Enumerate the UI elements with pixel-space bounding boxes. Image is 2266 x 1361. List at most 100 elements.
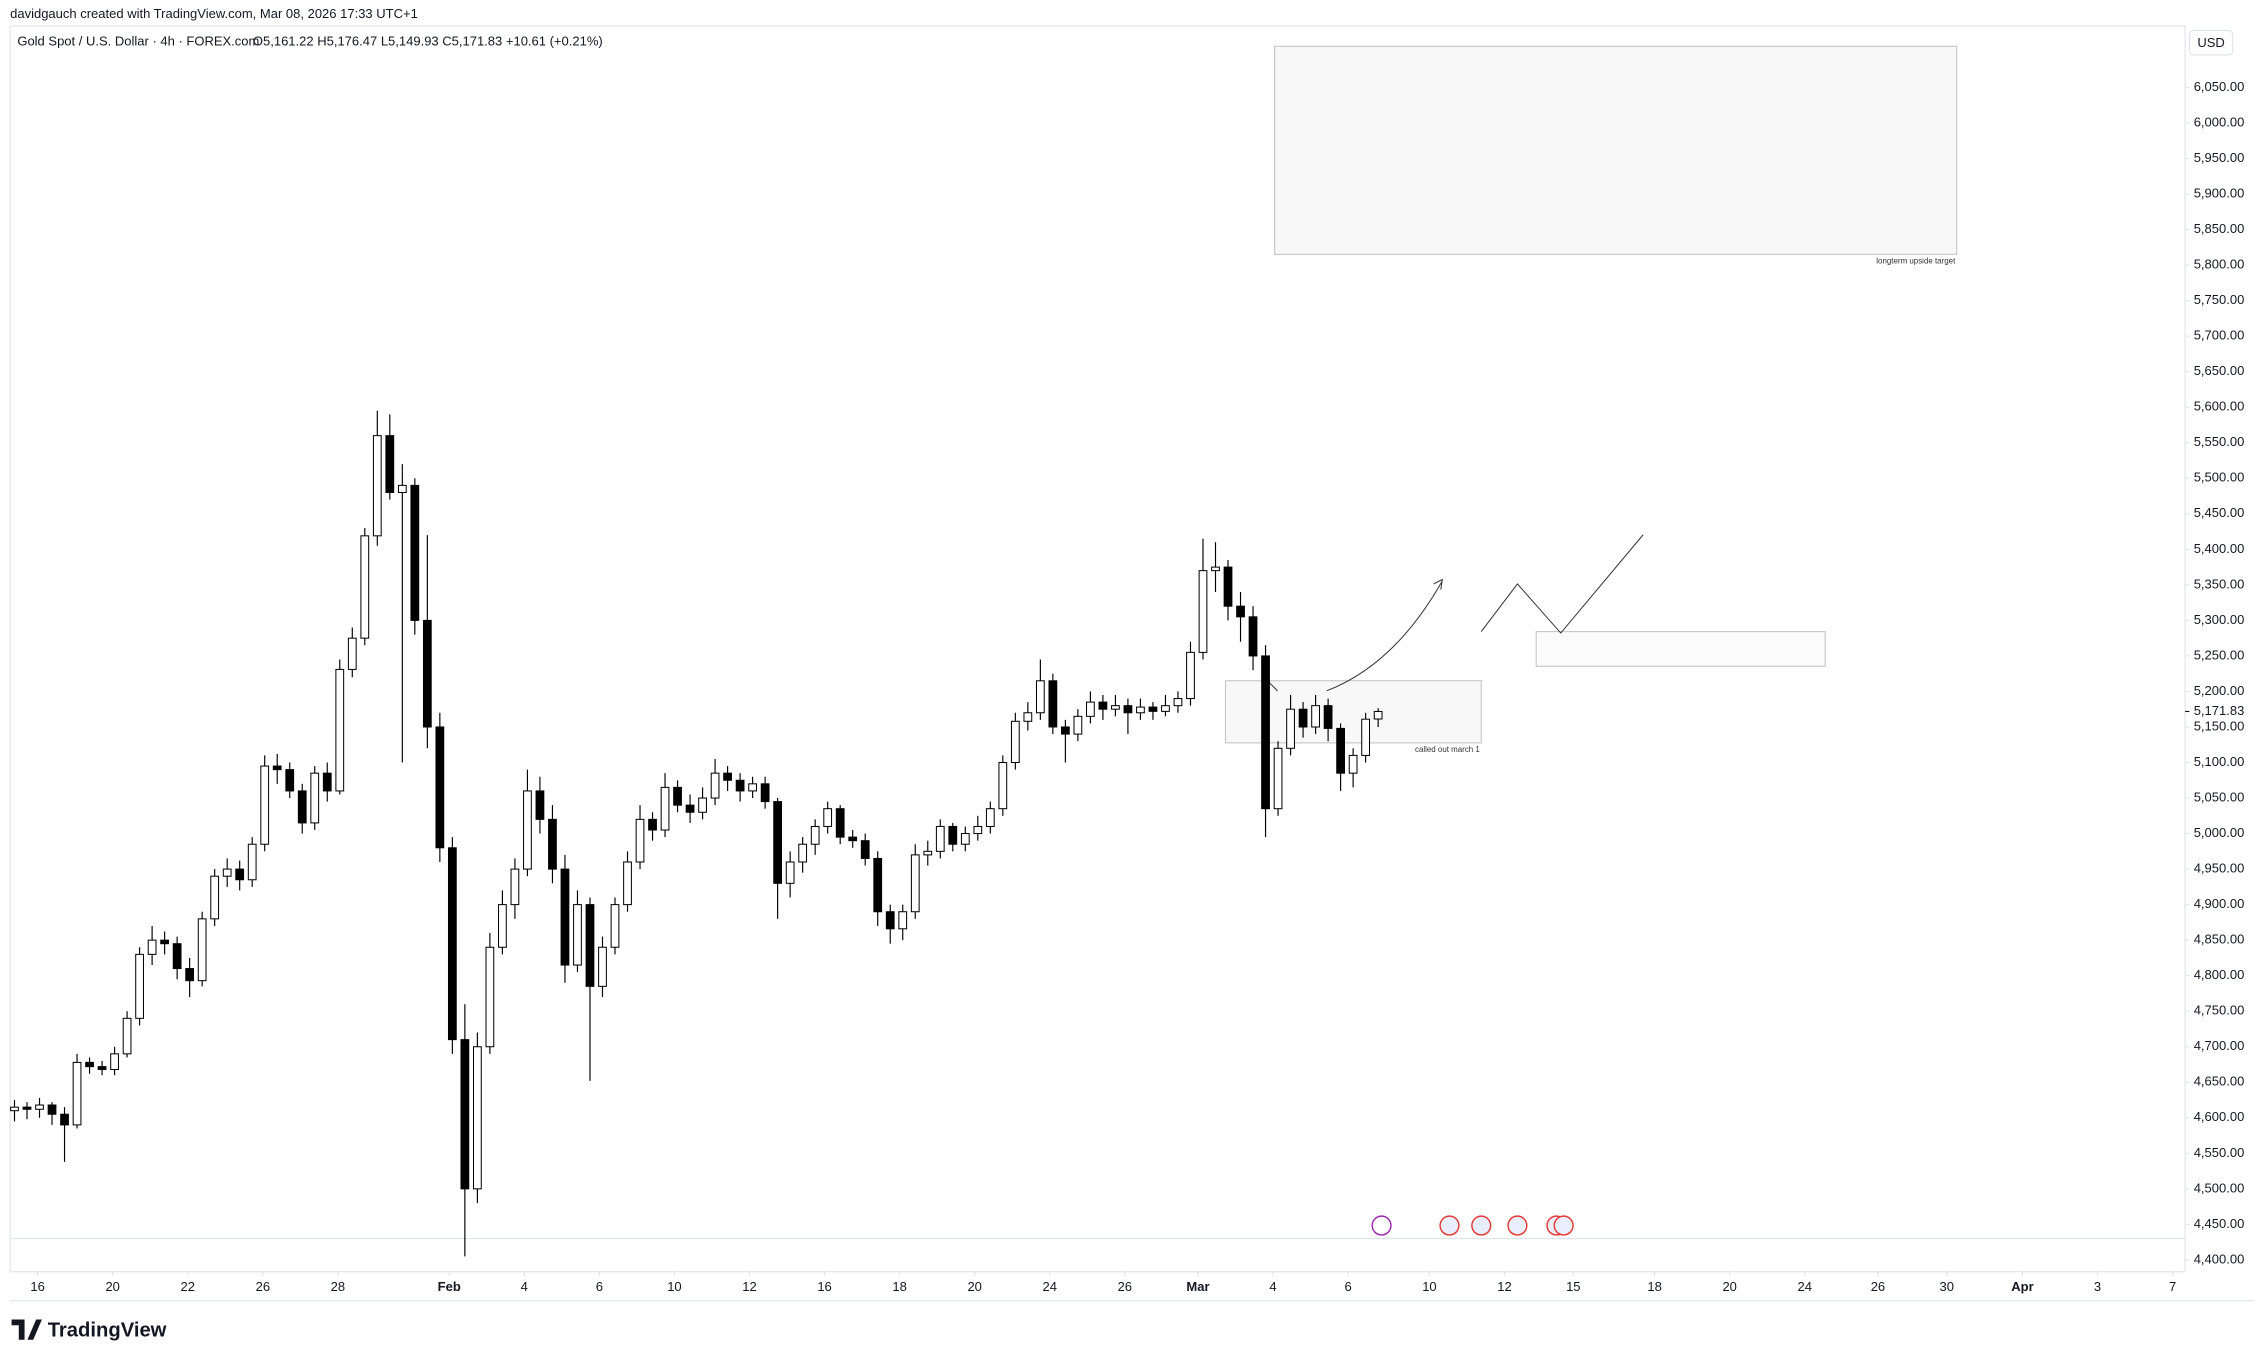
candle-body xyxy=(773,801,783,884)
candle-body xyxy=(473,1046,482,1190)
candle-body xyxy=(798,843,808,863)
event-icon[interactable] xyxy=(1371,1215,1392,1236)
candle-body xyxy=(210,875,220,920)
candle-body xyxy=(1311,705,1320,728)
target-box xyxy=(1274,45,1958,255)
candle-body xyxy=(360,535,370,639)
candle-body xyxy=(723,772,732,781)
candle-body xyxy=(1211,566,1220,572)
x-tick-label: 20 xyxy=(105,1279,119,1294)
candle-body xyxy=(1010,720,1020,764)
author-line: davidgauch created with TradingView.com,… xyxy=(10,6,418,21)
candle-body xyxy=(598,946,607,987)
candle-body xyxy=(635,818,645,863)
y-tick-label: 5,150.00 xyxy=(2194,718,2245,733)
candle-body xyxy=(22,1106,32,1110)
y-tick-label: 5,550.00 xyxy=(2194,434,2245,449)
x-tick-label: 18 xyxy=(892,1279,906,1294)
candle-body xyxy=(1073,715,1083,735)
candle-body xyxy=(760,783,770,803)
candle-body xyxy=(1035,680,1045,714)
candle-body xyxy=(422,619,432,728)
candle-body xyxy=(1248,616,1258,657)
y-tick-label: 5,300.00 xyxy=(2194,612,2245,627)
x-tick-label: 3 xyxy=(2094,1279,2101,1294)
candle-body xyxy=(372,435,382,537)
y-tick-label: 5,600.00 xyxy=(2194,399,2245,414)
x-tick-label: 10 xyxy=(1422,1279,1436,1294)
y-tick-label: 4,700.00 xyxy=(2194,1038,2245,1053)
candle-body xyxy=(97,1066,107,1070)
y-tick-label: 5,950.00 xyxy=(2194,150,2245,165)
projection-path xyxy=(1480,534,1644,634)
candle-body xyxy=(272,765,282,771)
candle-body xyxy=(1298,708,1308,728)
candle-body xyxy=(998,762,1008,810)
candle-body xyxy=(1086,701,1095,717)
candle-body xyxy=(322,772,332,792)
candle-body xyxy=(60,1113,69,1126)
annotation: called out march 1 xyxy=(1415,745,1480,754)
candle-body xyxy=(810,825,820,845)
candle-body xyxy=(110,1053,119,1070)
y-tick-label: 5,100.00 xyxy=(2194,754,2245,769)
candle-body xyxy=(1136,706,1145,714)
currency-label: USD xyxy=(2197,35,2224,50)
y-tick-label: 4,850.00 xyxy=(2194,932,2245,947)
x-tick-label: 30 xyxy=(1940,1279,1954,1294)
candle-body xyxy=(685,804,695,813)
candle-body xyxy=(985,808,995,827)
x-tick-label: 12 xyxy=(1497,1279,1511,1294)
x-tick-label: 24 xyxy=(1043,1279,1057,1294)
x-tick-label: 10 xyxy=(667,1279,681,1294)
x-tick-label: Mar xyxy=(1186,1279,1209,1294)
y-tick-label: 5,350.00 xyxy=(2194,576,2245,591)
candle-body xyxy=(435,726,445,849)
candle-body xyxy=(648,818,657,831)
y-tick-label: 4,500.00 xyxy=(2194,1180,2245,1195)
candle-body xyxy=(1023,712,1033,722)
candle-body xyxy=(160,939,170,945)
y-tick-label: 5,800.00 xyxy=(2194,257,2245,272)
event-icon[interactable] xyxy=(1439,1215,1460,1236)
candle-body xyxy=(1173,698,1183,707)
candle-body xyxy=(135,953,144,1019)
y-tick-label: 5,650.00 xyxy=(2194,363,2245,378)
candle-body xyxy=(47,1104,57,1115)
x-tick-label: 18 xyxy=(1647,1279,1661,1294)
candle-body xyxy=(923,850,933,856)
candle-body xyxy=(960,833,970,845)
candle-body xyxy=(1161,705,1170,712)
candle-body xyxy=(1111,705,1120,710)
brand: TradingView xyxy=(48,1319,167,1341)
ohlc-legend: O5,161.22 H5,176.47 L5,149.93 C5,171.83 … xyxy=(253,33,603,48)
y-tick-label: 5,850.00 xyxy=(2194,221,2245,236)
candle-body xyxy=(1048,680,1058,728)
candle-body xyxy=(172,943,182,970)
candle-body xyxy=(1098,701,1108,710)
y-tick-label: 5,900.00 xyxy=(2194,185,2245,200)
currency-button[interactable] xyxy=(2188,29,2234,56)
event-icon[interactable] xyxy=(1507,1215,1528,1236)
candle-body xyxy=(260,765,270,845)
candle-body xyxy=(1273,747,1283,810)
x-tick-label: 4 xyxy=(1269,1279,1276,1294)
zone-box xyxy=(1535,631,1826,667)
candle-body xyxy=(310,772,320,824)
logo-mark xyxy=(11,1319,42,1340)
y-tick-label: 4,450.00 xyxy=(2194,1216,2245,1231)
candle-body xyxy=(347,637,357,670)
candle-body xyxy=(460,1039,470,1190)
candle-body xyxy=(1323,705,1333,729)
y-tick-label: 5,450.00 xyxy=(2194,505,2245,520)
event-icon[interactable] xyxy=(1471,1215,1492,1236)
candle-body xyxy=(748,783,757,792)
event-icon[interactable] xyxy=(1553,1215,1574,1236)
candle-body xyxy=(885,911,895,930)
candle-body xyxy=(1361,718,1371,756)
candle-body xyxy=(72,1061,82,1126)
candle-body xyxy=(560,868,570,966)
candle-body xyxy=(710,772,720,799)
candle-body xyxy=(285,769,295,792)
candle-body xyxy=(510,868,520,906)
